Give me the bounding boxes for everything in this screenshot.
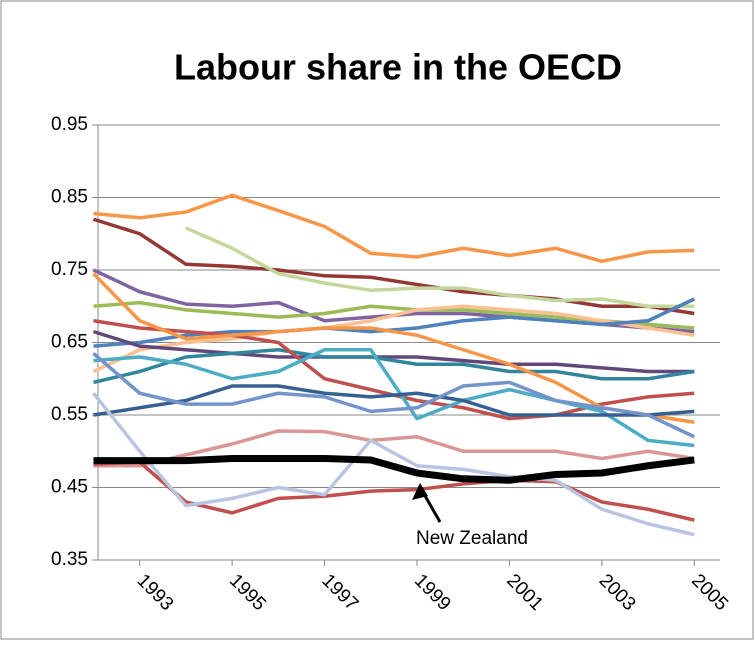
series-line (93, 429, 695, 468)
y-tick-label: 0.85 (51, 187, 88, 208)
series-line (93, 193, 695, 264)
series-line (92, 272, 695, 424)
series-line (92, 352, 696, 439)
y-tick-label: 0.65 (51, 332, 88, 353)
series-line (93, 297, 696, 348)
y-tick-label: 0.75 (51, 259, 88, 280)
series-line (92, 217, 695, 316)
series-line (93, 348, 695, 385)
annotation-arrowhead (412, 483, 428, 500)
series-line (185, 226, 695, 308)
y-tick-label: 0.45 (51, 477, 88, 498)
series-line (92, 329, 695, 374)
series-line (93, 384, 695, 417)
y-tick-label: 0.55 (51, 404, 88, 425)
series-line (93, 348, 695, 448)
series-line (92, 304, 695, 374)
series-line (92, 392, 695, 537)
y-tick-label: 0.95 (51, 114, 88, 135)
series-line (93, 455, 695, 484)
chart-title: Labour share in the OECD (174, 47, 622, 88)
annotation: New Zealand (416, 528, 528, 549)
y-tick-label: 0.35 (51, 549, 88, 570)
